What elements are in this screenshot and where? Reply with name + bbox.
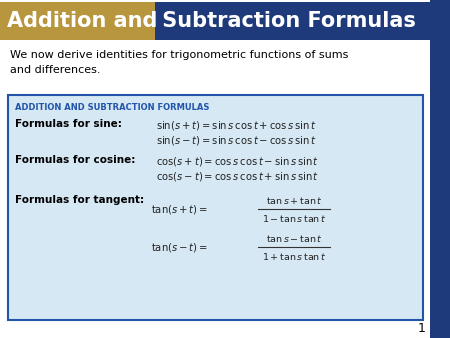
- Bar: [430, 0, 450, 338]
- Text: Subtraction Formulas: Subtraction Formulas: [155, 11, 416, 31]
- Text: Addition and: Addition and: [7, 11, 157, 31]
- Text: $\tan s + \tan t$: $\tan s + \tan t$: [266, 194, 322, 206]
- Text: $\tan(s - t) =$: $\tan(s - t) =$: [151, 241, 208, 254]
- Text: Formulas for tangent:: Formulas for tangent:: [15, 195, 144, 205]
- Text: Formulas for sine:: Formulas for sine:: [15, 119, 122, 129]
- Text: $1 + \tan s\,\tan t$: $1 + \tan s\,\tan t$: [262, 251, 326, 263]
- Text: $\sin(s + t) = \sin s\,\cos t + \cos s\,\sin t$: $\sin(s + t) = \sin s\,\cos t + \cos s\,…: [156, 119, 317, 132]
- Text: $\sin(s - t) = \sin s\,\cos t - \cos s\,\sin t$: $\sin(s - t) = \sin s\,\cos t - \cos s\,…: [156, 134, 317, 147]
- Text: $\tan s - \tan t$: $\tan s - \tan t$: [266, 233, 322, 243]
- Bar: [155, 2, 430, 40]
- Text: We now derive identities for trigonometric functions of sums
and differences.: We now derive identities for trigonometr…: [10, 50, 348, 75]
- Text: ADDITION AND SUBTRACTION FORMULAS: ADDITION AND SUBTRACTION FORMULAS: [15, 103, 209, 112]
- Text: 1: 1: [418, 321, 426, 335]
- Text: $1 - \tan s\,\tan t$: $1 - \tan s\,\tan t$: [262, 214, 326, 224]
- Text: $\tan(s + t) =$: $\tan(s + t) =$: [151, 202, 208, 216]
- Bar: [0, 2, 155, 40]
- FancyBboxPatch shape: [8, 95, 423, 320]
- Text: Formulas for cosine:: Formulas for cosine:: [15, 155, 135, 165]
- Text: $\cos(s + t) = \cos s\,\cos t - \sin s\,\sin t$: $\cos(s + t) = \cos s\,\cos t - \sin s\,…: [156, 155, 319, 168]
- Text: $\cos(s - t) = \cos s\,\cos t + \sin s\,\sin t$: $\cos(s - t) = \cos s\,\cos t + \sin s\,…: [156, 170, 319, 183]
